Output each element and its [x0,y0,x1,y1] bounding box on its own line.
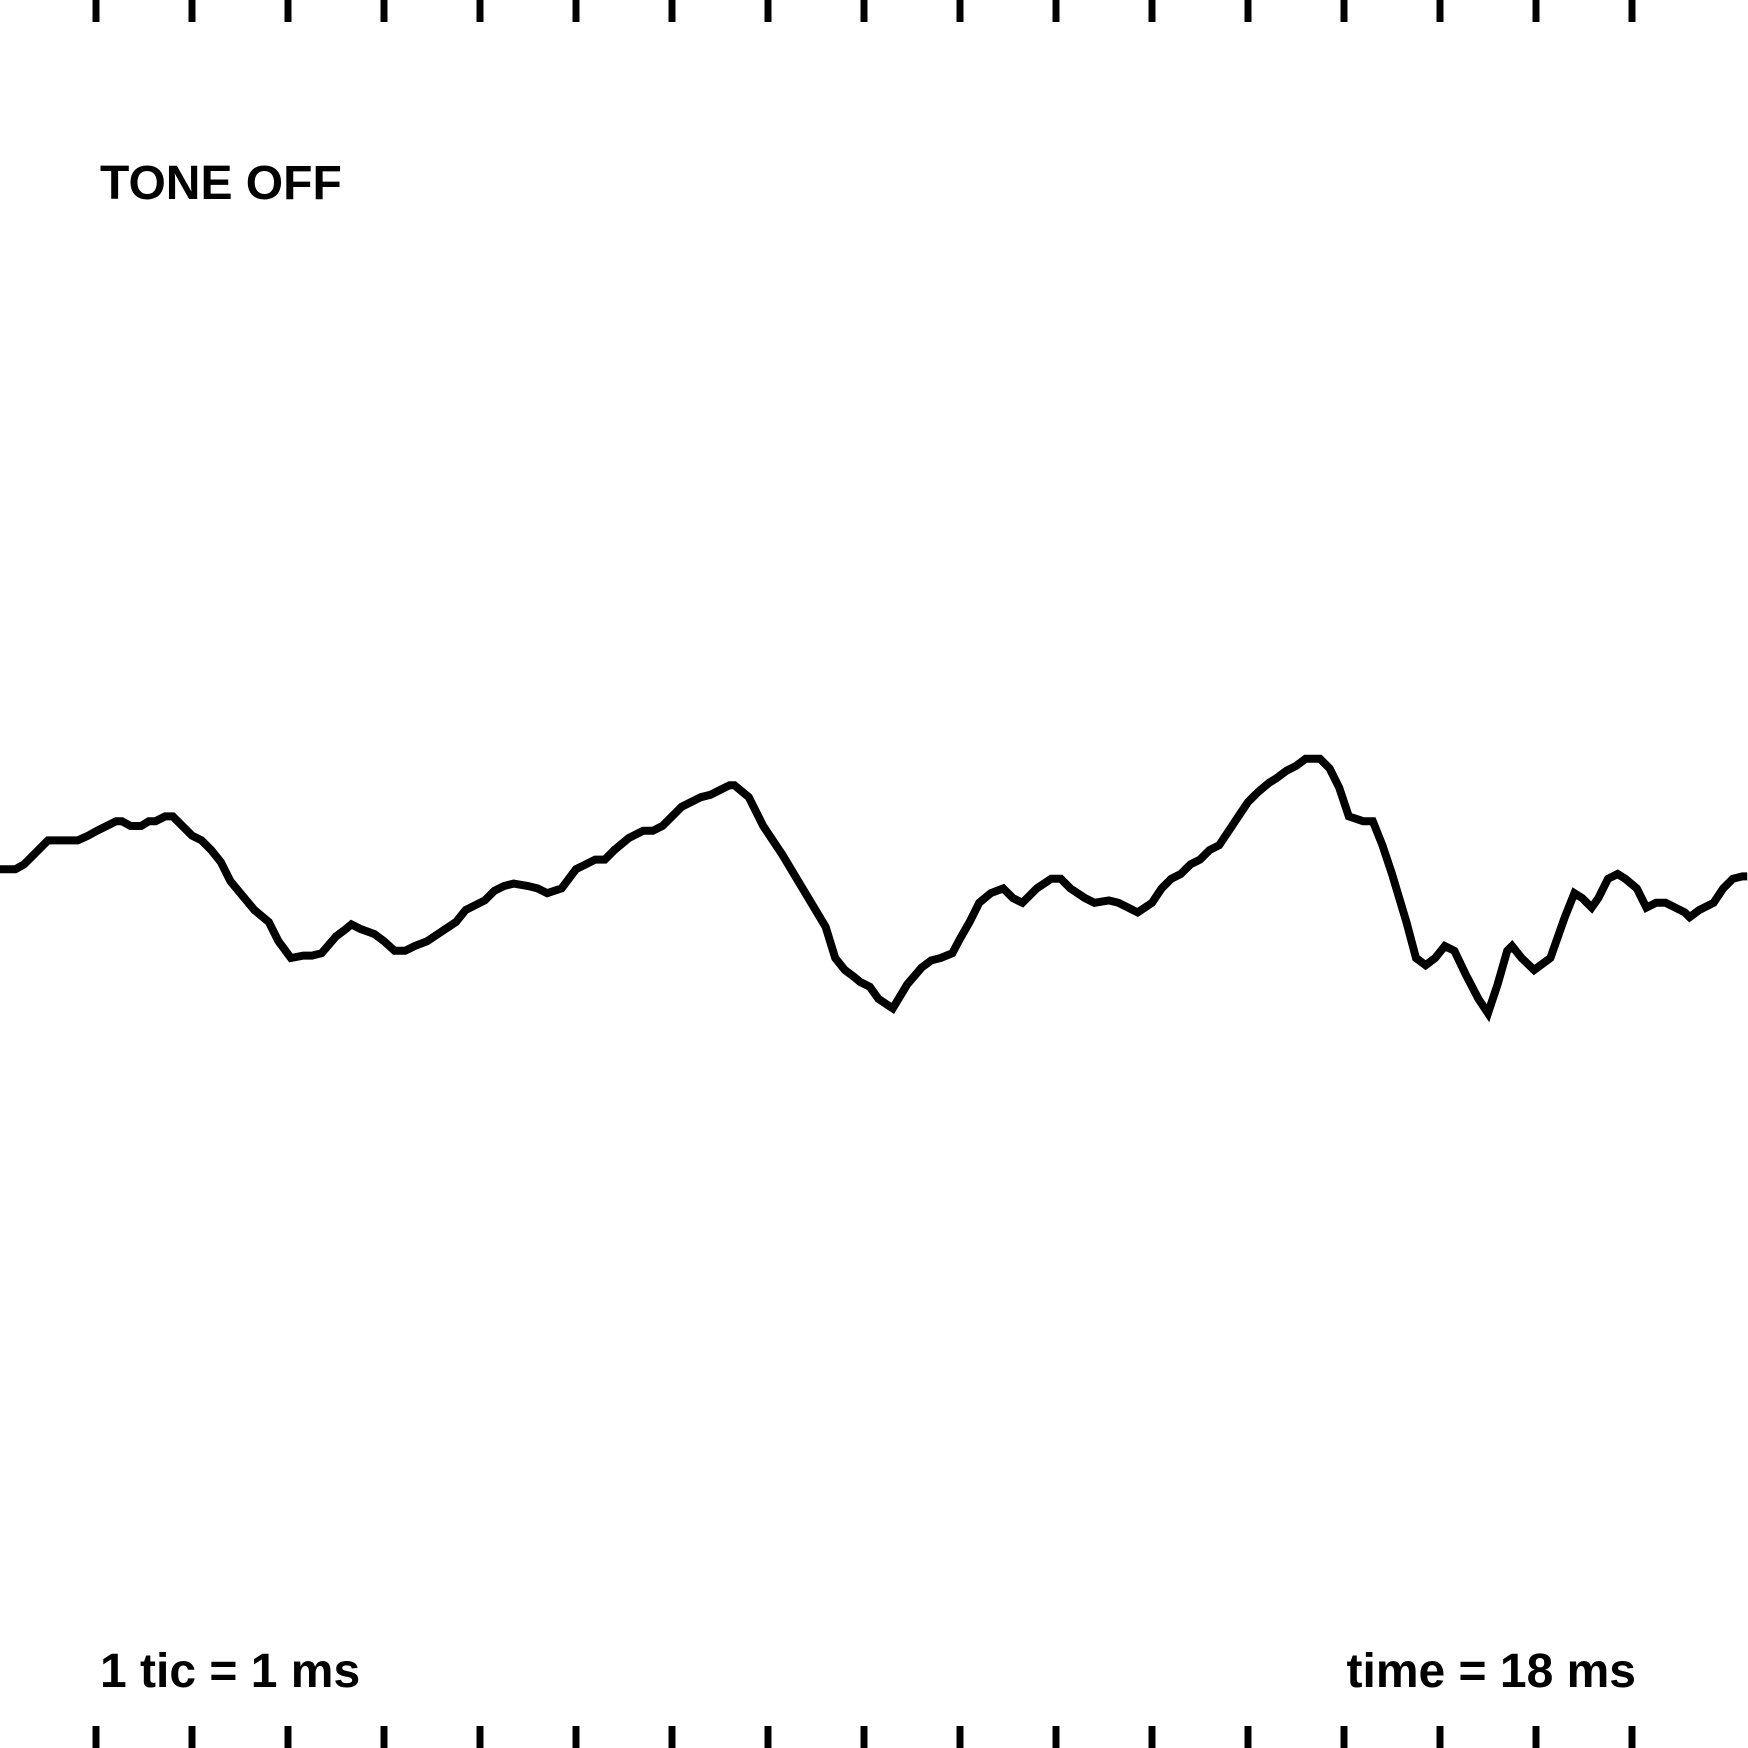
elapsed-time-label: time = 18 ms [1346,1645,1637,1698]
bottom-time-ticks [92,1726,1636,1748]
top-time-ticks [92,0,1636,22]
time-scale-label: 1 tic = 1 ms [100,1645,361,1698]
tone-status-label: TONE OFF [100,157,342,210]
waveform-trace [0,754,1748,1023]
